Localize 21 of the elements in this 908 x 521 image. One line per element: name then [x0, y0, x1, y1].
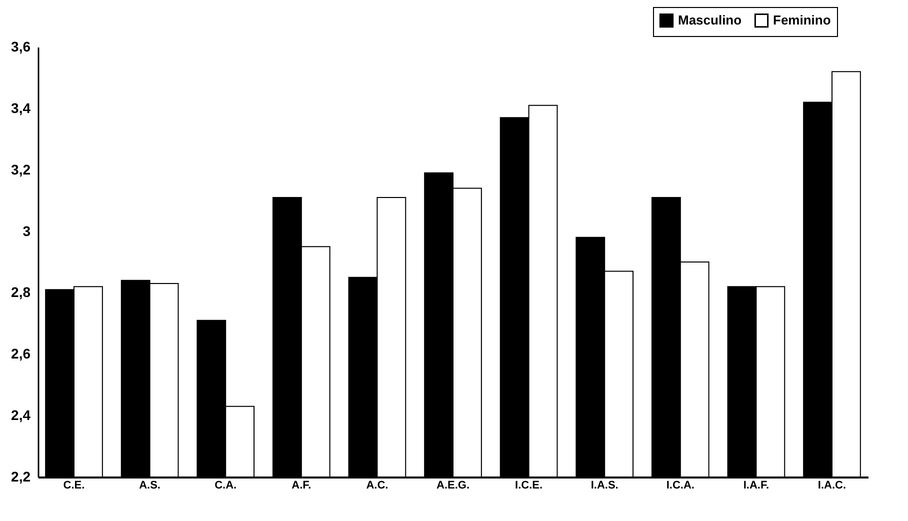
legend-label: Masculino — [678, 12, 742, 28]
x-tick-label: I.A.C. — [818, 480, 846, 492]
x-tick-label: I.A.S. — [590, 480, 618, 492]
x-tick-label: A.E.G. — [436, 480, 470, 492]
x-tick-label: A.S. — [139, 480, 161, 492]
y-tick-label: 3 — [22, 222, 31, 239]
x-tick-label: C.A. — [214, 480, 237, 492]
y-tick-label: 3,4 — [11, 100, 31, 116]
y-tick-label: 3,2 — [11, 161, 31, 178]
y-tick-label: 2,2 — [11, 468, 31, 484]
y-tick-label: 2,8 — [11, 284, 31, 300]
x-tick-label: I.C.E. — [515, 480, 543, 492]
x-tick-label: A.C. — [366, 480, 388, 492]
x-tick-label: C.E. — [63, 480, 85, 492]
x-tick-label: I.A.F. — [743, 480, 770, 492]
y-tick-label: 2,6 — [11, 346, 31, 362]
y-tick-label: 3,6 — [11, 38, 31, 54]
y-tick-label: 2,4 — [11, 407, 31, 424]
x-tick-label: A.F. — [292, 480, 312, 492]
legend-label: Feminino — [773, 12, 831, 28]
x-tick-label: I.C.A. — [666, 480, 694, 492]
